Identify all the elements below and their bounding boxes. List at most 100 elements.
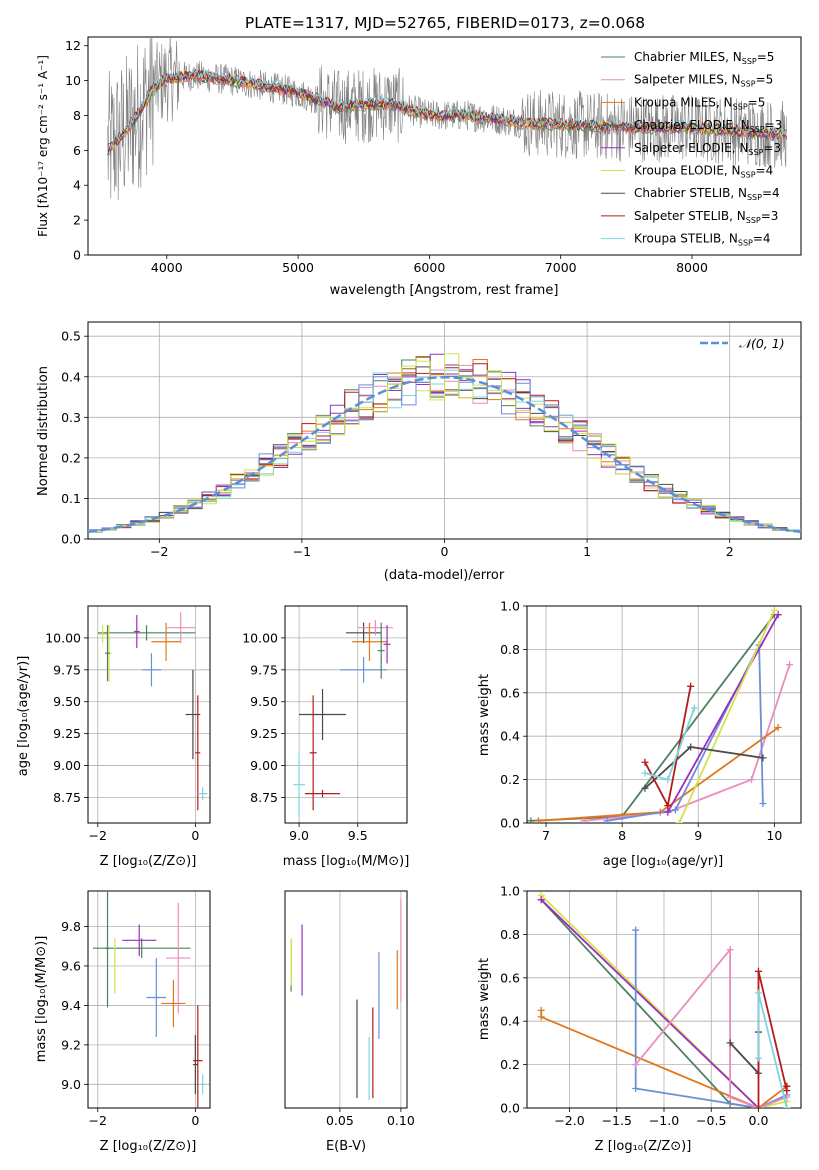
- mass-weight-series: [644, 707, 696, 781]
- plot-area: [97, 612, 208, 811]
- mw-vs-age-xlabel: age [log₁₀(age/yr)]: [603, 854, 724, 869]
- spectrum-ylabel: Flux [fλ10⁻¹⁷ erg cm⁻² s⁻¹ A⁻¹]: [36, 55, 50, 237]
- y-tick-label: 0.3: [61, 410, 81, 425]
- mw-vs-Z-ylabel: mass weight: [477, 958, 492, 1040]
- y-tick-label: 9.25: [250, 726, 278, 741]
- x-tick-label: −2: [89, 828, 107, 843]
- x-tick-label: 8: [618, 828, 626, 843]
- data-point-marker: [664, 776, 672, 784]
- data-point-marker: [754, 967, 762, 975]
- x-tick-label: 0: [441, 544, 449, 559]
- y-tick-label: 0.2: [500, 772, 520, 787]
- data-point-marker: [632, 926, 640, 934]
- x-tick-label: −2: [150, 544, 168, 559]
- x-tick-label: 0: [191, 828, 199, 843]
- model-spectrum: [107, 68, 787, 149]
- y-tick-label: 0.8: [500, 927, 520, 942]
- legend-label: Salpeter MILES, NSSP=5: [634, 73, 773, 89]
- data-point-marker: [527, 817, 535, 823]
- data-point-marker: [632, 1084, 640, 1092]
- y-tick-label: 9.8: [61, 919, 81, 934]
- x-tick-label: −1.0: [649, 1113, 679, 1128]
- x-tick-label: 9.5: [348, 828, 368, 843]
- legend-label: Chabrier MILES, NSSP=5: [634, 50, 774, 66]
- age-vs-Z-xlabel: Z [log₁₀(Z/Z⊙)]: [100, 854, 197, 869]
- data-point-marker: [641, 784, 649, 792]
- plot-area: [92, 891, 206, 1108]
- mass-weight-series: [757, 992, 788, 1108]
- residuals-ylabel: Normed distribution: [36, 366, 51, 496]
- mw-vs-Z-xlabel: Z [log₁₀(Z/Z⊙)]: [595, 1139, 692, 1154]
- y-tick-label: 9.00: [250, 758, 278, 773]
- mass-weight-series: [667, 614, 779, 813]
- plot-frame: [526, 605, 802, 824]
- x-tick-label: −1: [293, 544, 311, 559]
- mass-weight-series: [538, 726, 779, 822]
- data-point-marker: [726, 946, 734, 954]
- data-point-marker: [632, 1061, 640, 1069]
- plot-frame: [284, 890, 408, 1109]
- legend-label: Chabrier ELODIE, NSSP=3: [634, 118, 782, 134]
- data-point-marker: [537, 896, 545, 904]
- x-tick-label: 6000: [413, 260, 445, 275]
- mass-weight-series: [729, 1032, 760, 1076]
- y-tick-label: 10.00: [45, 630, 81, 645]
- y-tick-label: 9.00: [53, 758, 81, 773]
- y-tick-label: 1.0: [500, 599, 520, 614]
- legend-label: Chabrier STELIB, NSSP=4: [634, 186, 780, 202]
- data-point-marker: [687, 743, 695, 751]
- y-tick-label: 0.8: [500, 642, 520, 657]
- data-point-marker: [754, 989, 762, 997]
- y-tick-label: 10.00: [242, 630, 278, 645]
- x-tick-label: 7: [542, 828, 550, 843]
- legend-label: Kroupa STELIB, NSSP=4: [634, 232, 771, 248]
- data-point-marker: [534, 817, 542, 823]
- legend-label: 𝒩(0, 1): [739, 336, 785, 351]
- data-point-marker: [783, 1104, 791, 1108]
- data-point-marker: [774, 611, 782, 619]
- y-tick-label: 10: [65, 73, 81, 88]
- data-point-marker: [774, 724, 782, 732]
- mass-vs-Z-ylabel: mass [log₁₀(M/M⊙)]: [34, 936, 49, 1063]
- y-tick-label: 9.2: [61, 1037, 81, 1052]
- x-tick-label: −2.0: [554, 1113, 584, 1128]
- plot-frame: [526, 890, 802, 1109]
- x-tick-label: −2: [89, 1113, 107, 1128]
- data-point-marker: [675, 819, 683, 823]
- data-point-marker: [603, 817, 611, 823]
- data-point-marker: [664, 808, 672, 816]
- plot-frame: [87, 605, 211, 824]
- y-tick-label: 9.4: [61, 998, 81, 1013]
- y-tick-label: 0.0: [500, 816, 520, 831]
- data-point-marker: [671, 806, 679, 814]
- data-point-marker: [783, 1082, 791, 1090]
- data-point-marker: [748, 776, 756, 784]
- mass-weight-series: [584, 664, 791, 822]
- y-tick-label: 6: [73, 143, 81, 158]
- y-tick-label: 4: [73, 178, 81, 193]
- age-vs-mass-xlabel: mass [log₁₀(M/M⊙)]: [283, 854, 410, 869]
- plot-frame: [87, 36, 802, 256]
- data-point-marker: [754, 1104, 762, 1108]
- x-tick-label: 0.0: [749, 1113, 769, 1128]
- x-tick-label: 8000: [676, 260, 708, 275]
- gaussian-curve: [88, 375, 801, 534]
- y-tick-label: 0.4: [500, 1014, 520, 1029]
- y-tick-label: 9.75: [53, 662, 81, 677]
- y-tick-label: 0.2: [61, 450, 81, 465]
- mass-weight-series: [540, 894, 788, 1108]
- y-tick-label: 0.2: [500, 1057, 520, 1072]
- plot-area: [537, 891, 791, 1108]
- y-tick-label: 9.75: [250, 662, 278, 677]
- mass-weight-series: [530, 614, 776, 822]
- y-tick-label: 0.6: [500, 970, 520, 985]
- data-point-marker: [726, 1039, 734, 1047]
- plot-area: [290, 898, 402, 1101]
- y-tick-label: 9.0: [61, 1077, 81, 1092]
- y-tick-label: 12: [65, 38, 81, 53]
- plot-frame: [284, 605, 408, 824]
- mw-vs-age-ylabel: mass weight: [477, 674, 492, 756]
- data-point-marker: [759, 799, 767, 807]
- data-point-marker: [690, 704, 698, 712]
